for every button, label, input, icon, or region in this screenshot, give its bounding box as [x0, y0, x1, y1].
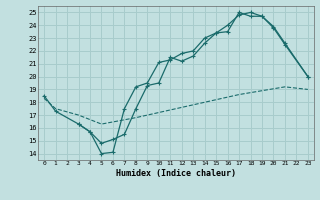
X-axis label: Humidex (Indice chaleur): Humidex (Indice chaleur): [116, 169, 236, 178]
